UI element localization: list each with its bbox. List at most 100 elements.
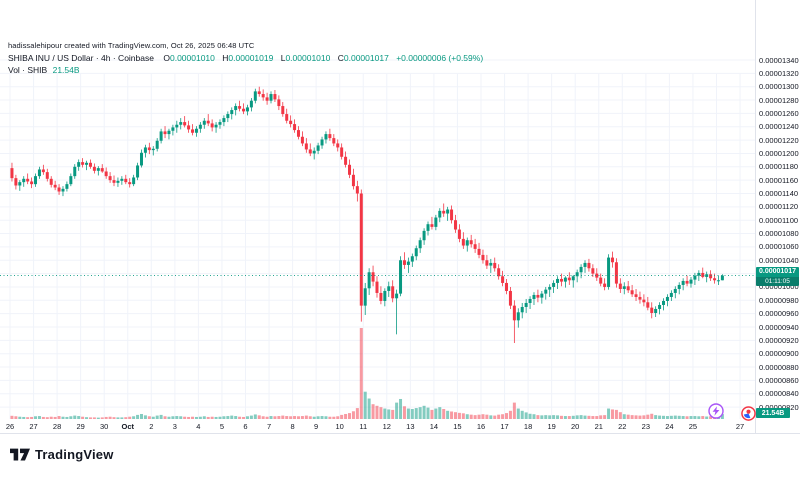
volume-bar <box>595 416 599 419</box>
volume-bar <box>198 416 202 419</box>
volume-bar <box>630 415 634 419</box>
volume-bar <box>344 413 348 419</box>
candle <box>528 296 532 309</box>
candle <box>265 92 269 105</box>
candle <box>147 142 151 155</box>
candle <box>599 273 603 287</box>
price-tick-label: 0.00001100 <box>759 215 799 225</box>
candle <box>489 258 493 273</box>
candle <box>681 278 685 291</box>
candle <box>363 282 367 315</box>
volume-bar <box>516 408 520 419</box>
candle <box>139 149 143 168</box>
volume-bar <box>363 391 367 419</box>
volume-bar <box>348 413 352 419</box>
volume-bar <box>53 416 57 419</box>
candle <box>355 180 359 202</box>
candle <box>626 280 630 293</box>
price-tick-label: 0.00001160 <box>759 175 799 185</box>
tradingview-logo[interactable]: TradingView <box>10 447 114 462</box>
symbol-title[interactable]: SHIBA INU / US Dollar · 4h · Coinbase <box>8 53 154 63</box>
volume-bar <box>128 416 132 419</box>
candle <box>387 281 391 297</box>
candle <box>65 181 69 192</box>
candle <box>336 139 340 152</box>
time-tick-label: 29 <box>76 422 85 431</box>
volume-bar <box>563 416 567 419</box>
volume-bar <box>139 413 143 419</box>
volume-bar <box>677 415 681 419</box>
volume-bar <box>493 415 497 419</box>
volume-bar <box>693 416 697 419</box>
price-tick-label: 0.00000920 <box>759 335 799 345</box>
candle <box>179 118 183 130</box>
volume-bar <box>685 416 689 419</box>
volume-bar <box>544 415 548 419</box>
candle <box>253 88 257 104</box>
time-tick-label: 10 <box>335 422 344 431</box>
candle <box>508 286 512 309</box>
volume-bar <box>406 408 410 419</box>
candle <box>367 268 371 295</box>
candle <box>136 162 140 181</box>
candle <box>414 245 418 261</box>
candle <box>26 173 30 185</box>
candle <box>548 284 552 297</box>
candle <box>242 103 246 115</box>
volume-bar <box>218 416 222 419</box>
candle <box>308 143 312 157</box>
candle <box>375 276 379 298</box>
candle <box>622 282 626 295</box>
time-tick-label: 2 <box>149 422 154 431</box>
price-axis[interactable]: 0.00001340 0.00001320 0.00001300 0.00001280… <box>756 0 800 434</box>
candle <box>689 276 693 288</box>
volume-bar <box>477 414 481 419</box>
volume-bar <box>112 417 116 419</box>
volume-bar <box>183 416 187 419</box>
time-tick-label: 8 <box>290 422 295 431</box>
volume-bar <box>532 414 536 419</box>
volume-bar <box>485 414 489 419</box>
volume-bar <box>422 405 426 419</box>
volume-bar <box>171 416 175 419</box>
candle <box>399 256 403 297</box>
candle <box>583 260 587 273</box>
volume-bar <box>650 413 654 419</box>
candle <box>41 164 45 175</box>
price-axis-separator <box>755 0 756 434</box>
volume-bar <box>414 408 418 419</box>
volume-bar <box>450 411 454 419</box>
time-axis[interactable]: 26 27 28 29 30 Oct 2 3 4 5 6 7 8 9 10 11 12 13 14 15 16 17 18 1… <box>0 420 756 434</box>
candle <box>720 274 724 281</box>
volume-bar <box>607 408 611 419</box>
volume-bar <box>136 414 140 419</box>
volume-bar <box>709 416 713 419</box>
symbol-legend: SHIBA INU / US Dollar · 4h · Coinbase O0… <box>8 53 483 63</box>
time-tick-label: 27 <box>735 422 745 431</box>
candle <box>614 258 618 288</box>
candle <box>37 166 41 179</box>
event-marker-icon[interactable] <box>741 406 756 426</box>
candle <box>300 131 304 147</box>
volume-bar <box>26 417 30 419</box>
volume-bar <box>324 416 328 419</box>
volume-bar <box>469 414 473 419</box>
volume-bar <box>481 414 485 419</box>
close-label: C <box>337 53 344 63</box>
candle <box>167 128 171 140</box>
volume-bar <box>300 416 304 419</box>
lightning-event-icon[interactable] <box>708 403 724 424</box>
candle <box>155 138 159 152</box>
volume-bar <box>418 407 422 419</box>
volume-bar <box>426 407 430 419</box>
candle <box>191 124 195 136</box>
candle <box>104 167 108 179</box>
volume-bar <box>132 416 136 419</box>
volume-bar <box>320 416 324 419</box>
volume-bar <box>603 415 607 419</box>
candle <box>312 147 316 160</box>
candle <box>383 288 387 307</box>
candle <box>505 278 509 295</box>
volume-bar <box>49 416 53 419</box>
